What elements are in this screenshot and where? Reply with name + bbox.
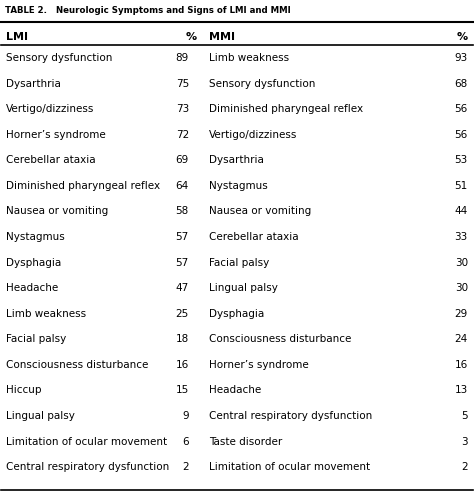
Text: Vertigo/dizziness: Vertigo/dizziness	[209, 130, 297, 140]
Text: Hiccup: Hiccup	[6, 386, 42, 396]
Text: Central respiratory dysfunction: Central respiratory dysfunction	[209, 411, 372, 421]
Text: 51: 51	[455, 181, 468, 191]
Text: 15: 15	[176, 386, 189, 396]
Text: 58: 58	[176, 206, 189, 216]
Text: Facial palsy: Facial palsy	[6, 334, 66, 345]
Text: Nystagmus: Nystagmus	[6, 232, 65, 242]
Text: %: %	[185, 32, 196, 42]
Text: Lingual palsy: Lingual palsy	[6, 411, 75, 421]
Text: 56: 56	[455, 130, 468, 140]
Text: Limitation of ocular movement: Limitation of ocular movement	[209, 462, 370, 472]
Text: 5: 5	[461, 411, 468, 421]
Text: 69: 69	[176, 155, 189, 165]
Text: 68: 68	[455, 79, 468, 89]
Text: LMI: LMI	[6, 32, 28, 42]
Text: 6: 6	[182, 437, 189, 446]
Text: TABLE 2.   Neurologic Symptoms and Signs of LMI and MMI: TABLE 2. Neurologic Symptoms and Signs o…	[5, 6, 291, 15]
Text: Taste disorder: Taste disorder	[209, 437, 282, 446]
Text: 18: 18	[176, 334, 189, 345]
Text: Dysphagia: Dysphagia	[6, 257, 61, 268]
Text: Cerebellar ataxia: Cerebellar ataxia	[209, 232, 298, 242]
Text: Headache: Headache	[209, 386, 261, 396]
Text: Central respiratory dysfunction: Central respiratory dysfunction	[6, 462, 169, 472]
Text: MMI: MMI	[209, 32, 235, 42]
Text: 24: 24	[455, 334, 468, 345]
Text: 30: 30	[455, 283, 468, 293]
Text: 2: 2	[182, 462, 189, 472]
Text: 53: 53	[455, 155, 468, 165]
Text: Sensory dysfunction: Sensory dysfunction	[6, 53, 112, 63]
Text: 89: 89	[176, 53, 189, 63]
Text: Sensory dysfunction: Sensory dysfunction	[209, 79, 315, 89]
Text: Cerebellar ataxia: Cerebellar ataxia	[6, 155, 96, 165]
Text: Diminished pharyngeal reflex: Diminished pharyngeal reflex	[6, 181, 160, 191]
Text: 57: 57	[176, 257, 189, 268]
Text: Headache: Headache	[6, 283, 58, 293]
Text: Lingual palsy: Lingual palsy	[209, 283, 278, 293]
Text: Consciousness disturbance: Consciousness disturbance	[209, 334, 351, 345]
Text: Vertigo/dizziness: Vertigo/dizziness	[6, 104, 94, 114]
Text: 29: 29	[455, 309, 468, 319]
Text: 3: 3	[461, 437, 468, 446]
Text: 57: 57	[176, 232, 189, 242]
Text: 25: 25	[176, 309, 189, 319]
Text: Diminished pharyngeal reflex: Diminished pharyngeal reflex	[209, 104, 363, 114]
Text: 64: 64	[176, 181, 189, 191]
Text: 56: 56	[455, 104, 468, 114]
Text: Limitation of ocular movement: Limitation of ocular movement	[6, 437, 167, 446]
Text: 9: 9	[182, 411, 189, 421]
Text: 16: 16	[176, 360, 189, 370]
Text: 33: 33	[455, 232, 468, 242]
Text: 93: 93	[455, 53, 468, 63]
Text: 73: 73	[176, 104, 189, 114]
Text: 44: 44	[455, 206, 468, 216]
Text: Nausea or vomiting: Nausea or vomiting	[6, 206, 109, 216]
Text: 47: 47	[176, 283, 189, 293]
Text: 13: 13	[455, 386, 468, 396]
Text: 2: 2	[461, 462, 468, 472]
Text: 72: 72	[176, 130, 189, 140]
Text: Horner’s syndrome: Horner’s syndrome	[209, 360, 309, 370]
Text: Limb weakness: Limb weakness	[209, 53, 289, 63]
Text: Nausea or vomiting: Nausea or vomiting	[209, 206, 311, 216]
Text: 75: 75	[176, 79, 189, 89]
Text: Dysarthria: Dysarthria	[6, 79, 61, 89]
Text: Limb weakness: Limb weakness	[6, 309, 86, 319]
Text: Dysarthria: Dysarthria	[209, 155, 264, 165]
Text: Facial palsy: Facial palsy	[209, 257, 269, 268]
Text: 30: 30	[455, 257, 468, 268]
Text: %: %	[457, 32, 468, 42]
Text: Nystagmus: Nystagmus	[209, 181, 267, 191]
Text: Dysphagia: Dysphagia	[209, 309, 264, 319]
Text: 16: 16	[455, 360, 468, 370]
Text: Consciousness disturbance: Consciousness disturbance	[6, 360, 148, 370]
Text: Horner’s syndrome: Horner’s syndrome	[6, 130, 106, 140]
